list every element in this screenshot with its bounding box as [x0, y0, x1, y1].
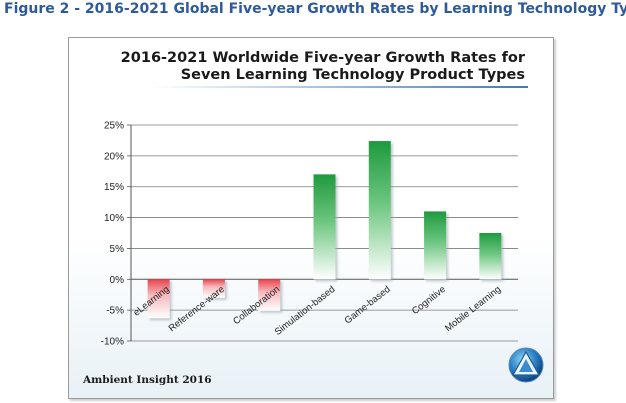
y-tick-label: 10% [104, 213, 124, 224]
y-tick-label: 15% [104, 182, 124, 193]
bars [147, 141, 502, 319]
x-tick-label: Mobile Learning [443, 284, 503, 334]
bar-collaboration [258, 279, 281, 311]
footer-credit: Ambient Insight 2016 [83, 374, 212, 386]
chart-frame [68, 37, 554, 399]
y-tick-label: 20% [104, 151, 124, 162]
y-tick-label: 5% [110, 244, 125, 255]
x-tick-label: Cognitive [410, 284, 448, 317]
x-tick-label: Reference-ware [167, 284, 227, 334]
x-tick-label: Game-based [343, 284, 393, 326]
title-underline [150, 86, 528, 88]
bar-cognitive [424, 211, 447, 280]
bar-reference-ware [202, 279, 225, 298]
bar-simulation-based [313, 174, 336, 280]
y-tick-label: -5% [106, 306, 124, 317]
chart-title: 2016-2021 Worldwide Five-year Growth Rat… [120, 50, 525, 84]
x-tick-label: Simulation-based [273, 284, 338, 338]
bar-game-based [368, 141, 391, 280]
y-axis: 25% 20% 15% 10% 5% 0% -5% -10% [101, 121, 132, 348]
y-tick-label: 0% [110, 275, 125, 286]
y-tick-label: -10% [101, 337, 124, 348]
gridlines [131, 124, 518, 342]
bar-mobile-learning [479, 233, 502, 280]
chart-title-line-1: 2016-2021 Worldwide Five-year Growth Rat… [120, 50, 525, 66]
y-tick-label: 25% [104, 121, 124, 132]
figure-caption: Figure 2 - 2016-2021 Global Five-year Gr… [4, 1, 626, 17]
bar-elearning [147, 279, 170, 319]
chart-title-line-2: Seven Learning Technology Product Types [180, 67, 525, 83]
ambient-insight-logo-icon [508, 347, 544, 383]
